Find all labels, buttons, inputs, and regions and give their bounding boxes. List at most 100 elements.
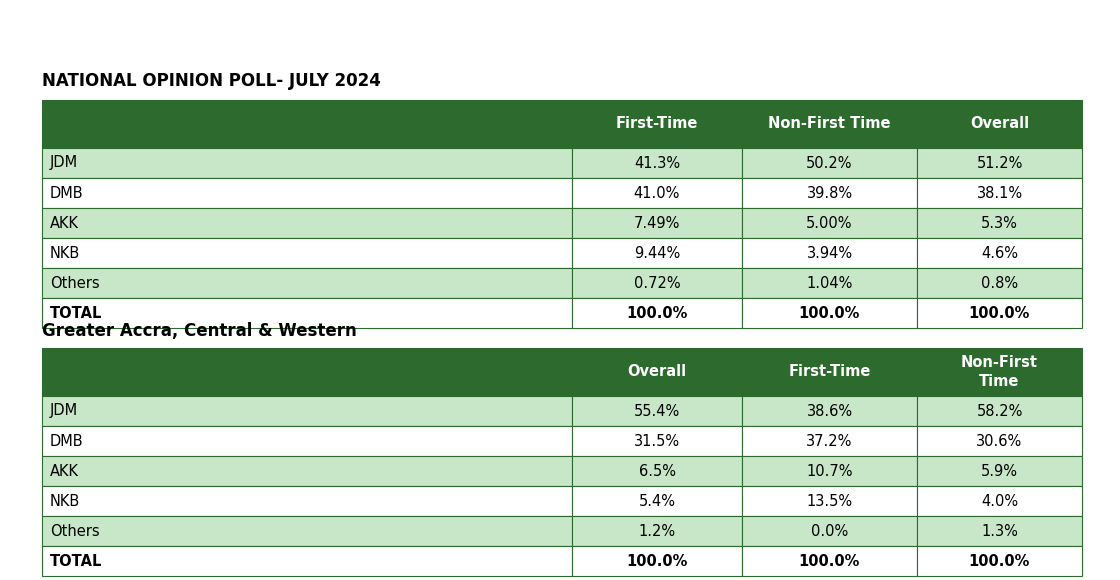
Bar [43,486,572,516]
Text: 9.44%: 9.44% [634,245,680,260]
Text: 7.49%: 7.49% [634,216,680,230]
Bar [43,100,572,148]
Text: 100.0%: 100.0% [799,306,860,321]
Bar [741,348,917,396]
Bar [741,426,917,456]
Bar [572,208,741,238]
Text: 0.72%: 0.72% [634,276,680,291]
Text: Overall: Overall [970,117,1029,132]
Bar [917,426,1082,456]
Text: 5.9%: 5.9% [981,463,1018,478]
Text: 100.0%: 100.0% [969,306,1030,321]
Bar [741,486,917,516]
Bar [741,178,917,208]
Text: 100.0%: 100.0% [626,306,688,321]
Text: Non-First
Time: Non-First Time [961,355,1038,389]
Text: TOTAL: TOTAL [50,553,102,568]
Text: 55.4%: 55.4% [634,404,680,419]
Bar [43,268,572,298]
Text: Overall: Overall [627,364,687,379]
Bar [917,456,1082,486]
Text: 1.04%: 1.04% [806,276,852,291]
Text: JDM: JDM [50,155,78,171]
Text: First-Time: First-Time [616,117,698,132]
Text: 100.0%: 100.0% [626,553,688,568]
Bar [741,516,917,546]
Text: NKB: NKB [50,245,81,260]
Bar [572,178,741,208]
Bar [43,148,572,178]
Bar [917,396,1082,426]
Text: 13.5%: 13.5% [806,494,852,509]
Bar [741,456,917,486]
Bar [572,546,741,576]
Bar [917,546,1082,576]
Bar [917,238,1082,268]
Text: DMB: DMB [50,433,84,448]
Text: 5.3%: 5.3% [981,216,1018,230]
Bar [917,348,1082,396]
Bar [43,456,572,486]
Text: 1.3%: 1.3% [981,524,1018,538]
Bar [741,546,917,576]
Bar [741,148,917,178]
Bar [917,178,1082,208]
Bar [917,516,1082,546]
Text: 39.8%: 39.8% [806,186,852,201]
Text: Others: Others [50,524,100,538]
Text: 41.3%: 41.3% [634,155,680,171]
Bar [572,298,741,328]
Bar [43,546,572,576]
Bar [741,100,917,148]
Bar [43,208,572,238]
Bar [741,208,917,238]
Text: AKK: AKK [50,463,80,478]
Text: 58.2%: 58.2% [977,404,1023,419]
Bar [572,396,741,426]
Text: 100.0%: 100.0% [799,553,860,568]
Text: 4.0%: 4.0% [981,494,1018,509]
Text: 6.5%: 6.5% [638,463,675,478]
Text: 100.0%: 100.0% [969,553,1030,568]
Bar [43,426,572,456]
Text: Non-First Time: Non-First Time [768,117,890,132]
Bar [917,100,1082,148]
Text: 3.94%: 3.94% [806,245,852,260]
Bar [572,238,741,268]
Bar [572,486,741,516]
Text: 31.5%: 31.5% [634,433,680,448]
Text: 0.8%: 0.8% [981,276,1018,291]
Bar [572,426,741,456]
Bar [917,268,1082,298]
Bar [572,456,741,486]
Bar [741,298,917,328]
Bar [43,178,572,208]
Text: 0.0%: 0.0% [811,524,848,538]
Bar [43,516,572,546]
Bar [572,100,741,148]
Bar [572,348,741,396]
Bar [43,298,572,328]
Text: 50.2%: 50.2% [806,155,852,171]
Bar [572,268,741,298]
Bar [917,208,1082,238]
Bar [917,298,1082,328]
Bar [917,486,1082,516]
Text: 5.00%: 5.00% [806,216,852,230]
Text: Greater Accra, Central & Western: Greater Accra, Central & Western [43,322,357,340]
Text: 41.0%: 41.0% [634,186,680,201]
Text: 1.2%: 1.2% [638,524,675,538]
Text: AKK: AKK [50,216,80,230]
Bar [917,148,1082,178]
Bar [572,516,741,546]
Bar [43,238,572,268]
Text: 10.7%: 10.7% [806,463,852,478]
Text: First-Time: First-Time [788,364,870,379]
Text: 38.1%: 38.1% [977,186,1023,201]
Text: NATIONAL OPINION POLL- JULY 2024: NATIONAL OPINION POLL- JULY 2024 [43,72,381,90]
Text: 5.4%: 5.4% [638,494,675,509]
Bar [741,268,917,298]
Text: NKB: NKB [50,494,81,509]
Text: 30.6%: 30.6% [977,433,1023,448]
Bar [741,396,917,426]
